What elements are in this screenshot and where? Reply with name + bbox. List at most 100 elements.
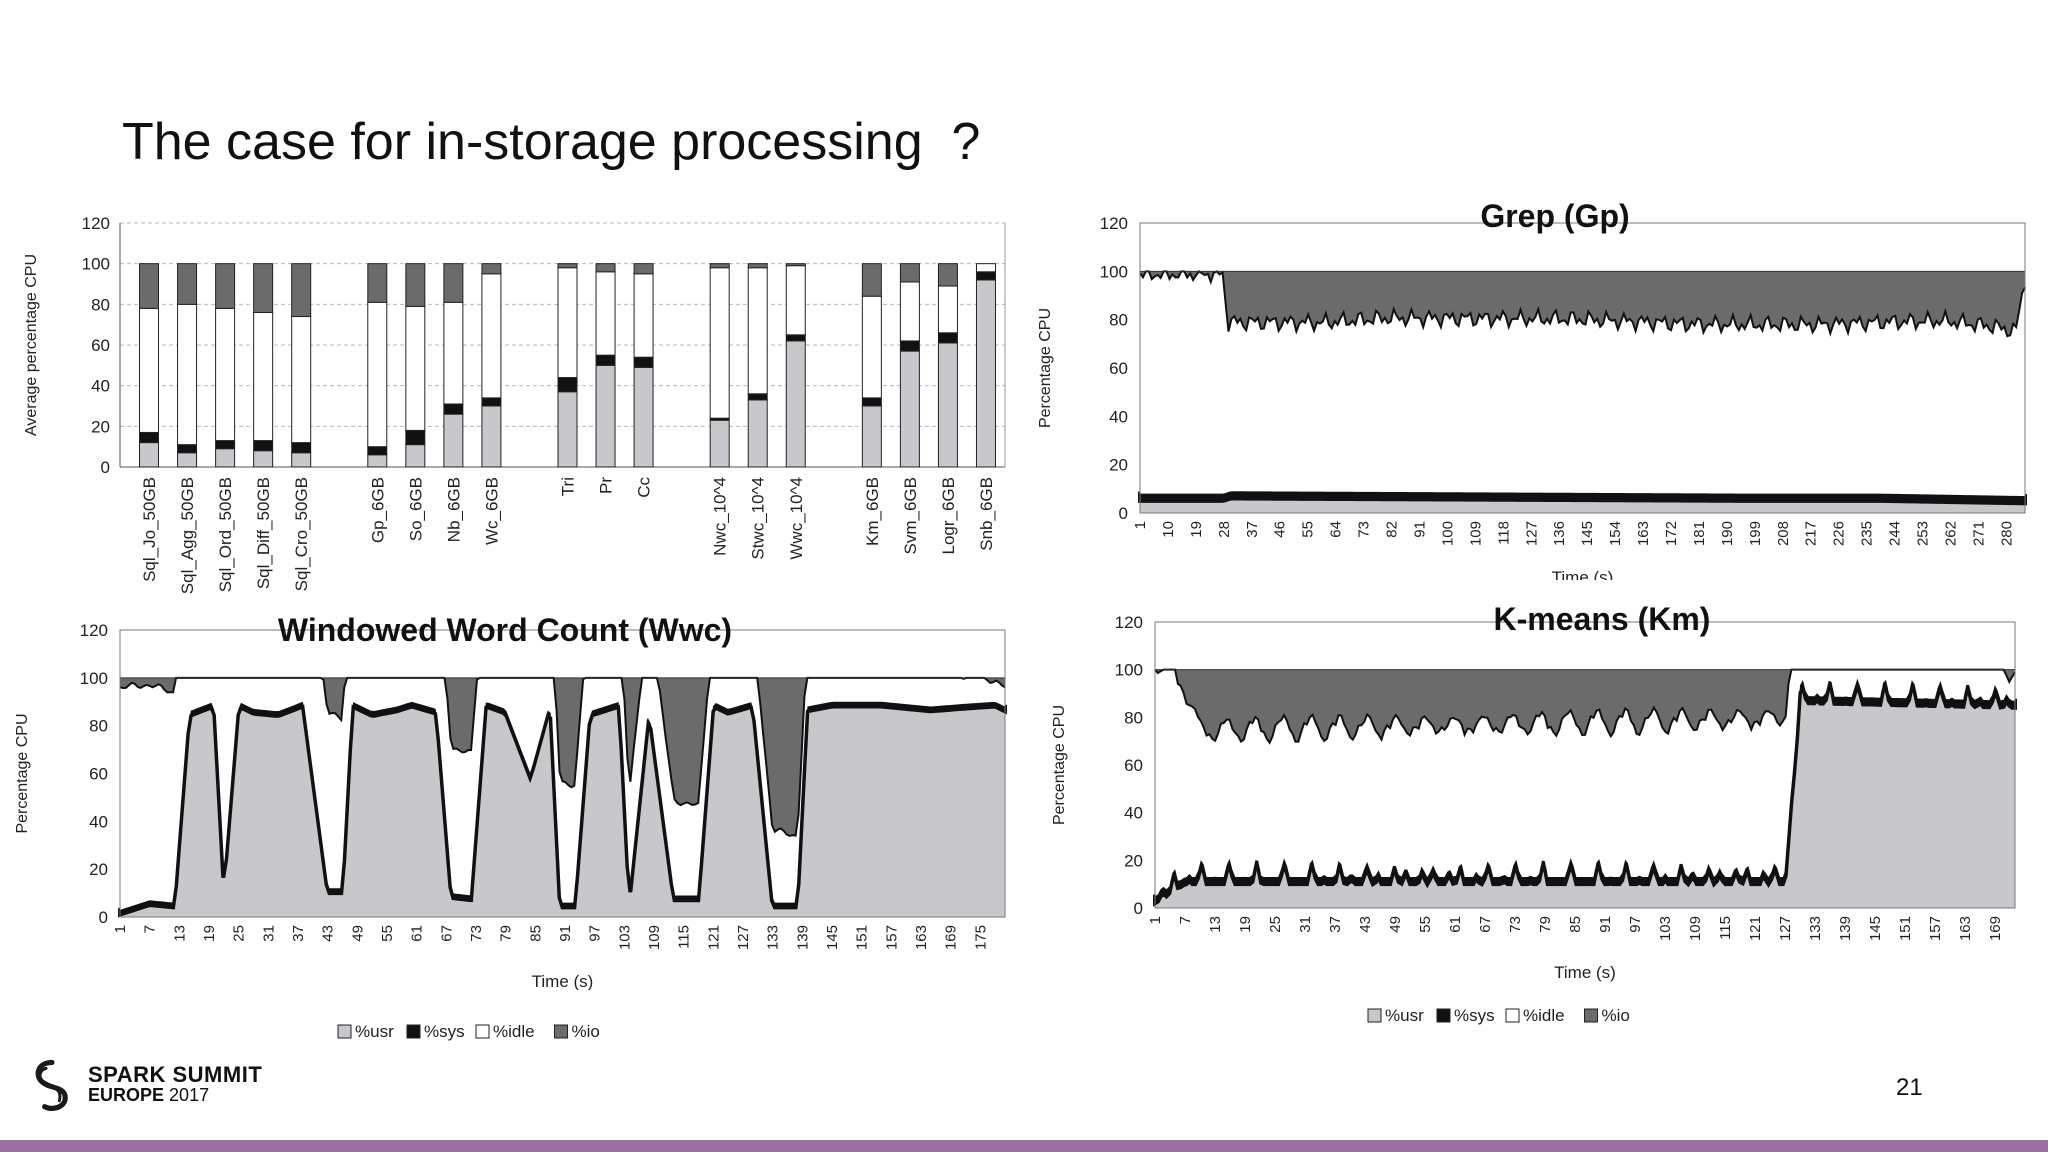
x-tick-label: 55 <box>1417 916 1434 933</box>
area-idle <box>1140 271 2025 497</box>
bar-segment <box>177 303 198 446</box>
x-tick-label: 1 <box>112 925 129 933</box>
x-tick-label: Sql_Diff_50GB <box>254 477 273 589</box>
legend-label: %usr <box>355 1022 394 1041</box>
bar-segment <box>253 311 274 442</box>
plot-border <box>1154 621 2016 909</box>
bar-segment <box>139 307 160 433</box>
x-axis-label: Time (s) <box>532 972 594 990</box>
x-tick-label: 28 <box>1216 521 1233 538</box>
bar-segment <box>367 446 388 456</box>
x-tick-label: 10 <box>1160 521 1177 538</box>
x-tick-label: 121 <box>1747 916 1764 941</box>
logo-text-line2: EUROPE 2017 <box>88 1085 209 1106</box>
x-tick-label: 151 <box>1897 916 1914 941</box>
area-usr <box>120 706 1005 917</box>
x-tick-label: 37 <box>1244 521 1261 538</box>
x-tick-label: 67 <box>1477 916 1494 933</box>
x-tick-label: 136 <box>1551 521 1568 546</box>
legend-label: %idle <box>493 1022 535 1041</box>
bar-segment <box>215 307 236 442</box>
y-axis-label: Percentage CPU <box>14 713 31 833</box>
bar-segment <box>557 391 578 468</box>
x-tick-label: 7 <box>142 925 159 933</box>
x-tick-label: 157 <box>883 925 900 950</box>
area-io <box>1155 669 2015 743</box>
plot-border <box>119 629 1006 918</box>
bar-segment <box>899 340 920 352</box>
bar-segment <box>139 431 160 444</box>
x-tick-label: 7 <box>1177 916 1194 924</box>
x-tick-label: Snb_6GB <box>977 477 996 551</box>
legend-right: %usr %sys %idle %io <box>1367 1006 1630 1025</box>
y-axis-label: Percentage CPU <box>1037 308 1054 428</box>
x-tick-label: 25 <box>231 925 248 942</box>
x-tick-label: 25 <box>1267 916 1284 933</box>
bar-segment <box>785 334 806 342</box>
bar-segment <box>899 281 920 342</box>
legend-swatch <box>1584 1008 1598 1023</box>
bar-segment <box>747 267 768 395</box>
x-tick-label: 91 <box>1411 521 1428 538</box>
x-tick-label: 100 <box>1439 521 1456 546</box>
legend-label: %usr <box>1385 1006 1424 1025</box>
x-tick-label: Sql_Ord_50GB <box>216 477 235 592</box>
x-tick-label: Nb_6GB <box>444 477 463 542</box>
bar-segment <box>633 273 654 358</box>
bar-segment <box>253 450 274 468</box>
x-tick-label: 157 <box>1927 916 1944 941</box>
bar-segment <box>785 340 806 468</box>
bar-segment <box>177 263 198 305</box>
bar-segment <box>367 301 388 448</box>
bar-segment <box>405 305 426 431</box>
y-tick-label: 0 <box>1119 504 1128 523</box>
bar-segment <box>595 271 616 356</box>
y-tick-label: 20 <box>89 860 108 879</box>
bar-segment <box>975 263 996 273</box>
x-tick-label: 37 <box>1327 916 1344 933</box>
x-tick-label: 208 <box>1775 521 1792 546</box>
x-tick-label: Tri <box>559 477 578 496</box>
legend-swatch <box>475 1024 490 1039</box>
bar-segment <box>443 413 464 468</box>
x-tick-label: 1 <box>1147 916 1164 924</box>
bar-segment <box>861 295 882 399</box>
bar-segment <box>215 440 236 450</box>
x-tick-label: 181 <box>1691 521 1708 546</box>
x-tick-label: 19 <box>201 925 218 942</box>
footer-accent-bar <box>0 1140 2048 1152</box>
bar-segment <box>481 397 502 407</box>
chart-title: K-means (Km) <box>1494 601 1711 637</box>
bar-segment <box>557 377 578 393</box>
x-tick-label: 73 <box>468 925 485 942</box>
x-tick-label: 172 <box>1663 521 1680 546</box>
bar-segment <box>177 452 198 468</box>
bar-segment <box>253 440 274 452</box>
bar-segment <box>633 366 654 468</box>
y-tick-label: 80 <box>91 295 110 314</box>
x-tick-label: 139 <box>794 925 811 950</box>
bar-segment <box>481 263 502 275</box>
area-idle <box>120 677 1005 910</box>
bar-segment <box>861 263 882 297</box>
bar-segment <box>899 350 920 468</box>
bar-segment <box>443 263 464 303</box>
bar-segment <box>139 263 160 309</box>
bar-segment <box>291 263 312 318</box>
x-tick-label: 73 <box>1356 521 1373 538</box>
x-tick-label: 31 <box>260 925 277 942</box>
x-tick-label: 235 <box>1859 521 1876 546</box>
x-tick-label: 145 <box>1579 521 1596 546</box>
x-tick-label: 1 <box>1132 521 1149 529</box>
bar-segment <box>595 364 616 468</box>
x-tick-label: 169 <box>943 925 960 950</box>
legend-swatch <box>406 1024 421 1039</box>
kmeans-cpu-area-chart: 0 20 40 60 80 100 120 1 7 13 19 25 31 37 43 49 55 61 67 73 7… <box>1051 601 2017 982</box>
bar-segment <box>367 263 388 303</box>
bar-segment <box>975 279 996 468</box>
y-tick-label: 0 <box>1134 899 1143 918</box>
logo-text-line1: SPARK SUMMIT <box>88 1062 263 1087</box>
bar-segment <box>937 263 958 287</box>
spark-summit-logo-icon <box>35 1059 68 1111</box>
x-tick-label: 109 <box>1467 521 1484 546</box>
